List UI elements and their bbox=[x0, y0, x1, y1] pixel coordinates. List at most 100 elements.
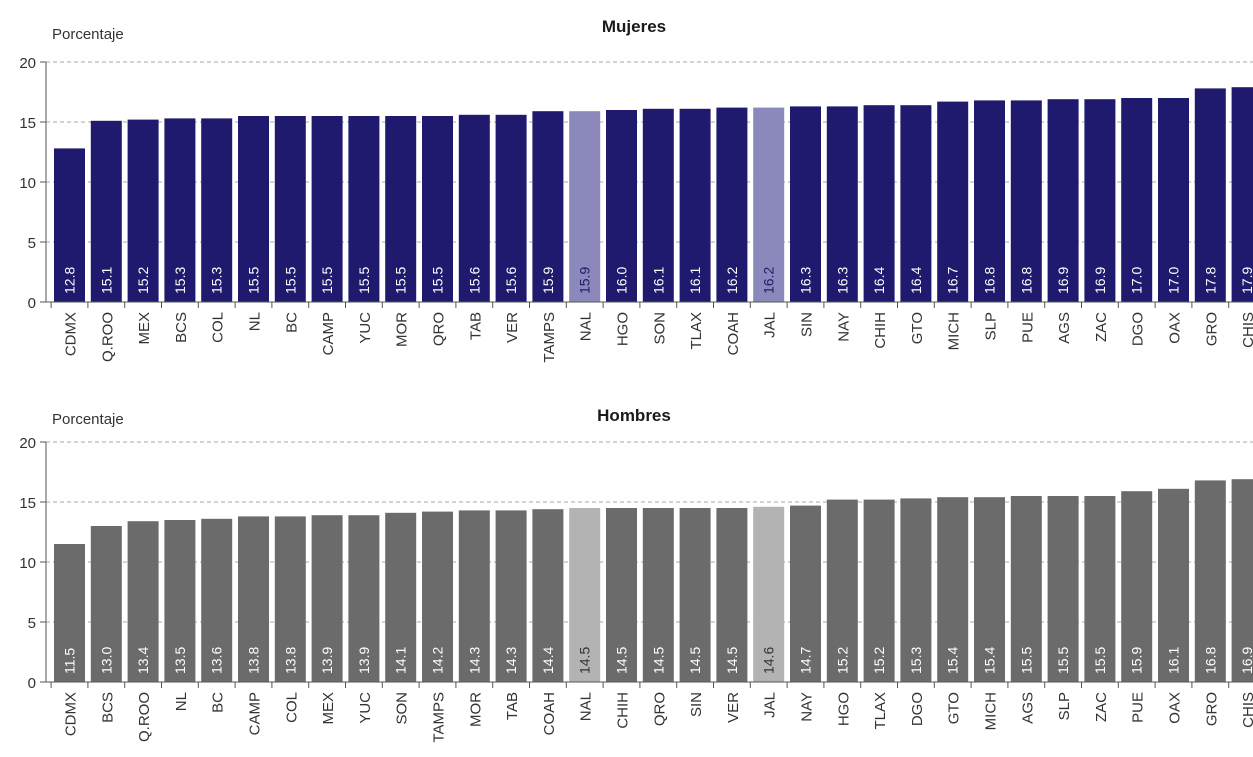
bar-jal bbox=[753, 107, 785, 302]
data-label: 17.9 bbox=[1239, 267, 1253, 294]
x-tick-label: SLP bbox=[983, 312, 1000, 340]
x-tick-label: CHIS bbox=[1240, 692, 1253, 728]
data-label: 15.9 bbox=[1129, 647, 1145, 674]
bar-zac bbox=[1084, 99, 1116, 302]
bar-oax bbox=[1158, 488, 1189, 682]
x-tick-label: OAX bbox=[1167, 692, 1184, 724]
bar-cdmx bbox=[54, 544, 85, 682]
data-label: 15.5 bbox=[356, 267, 372, 294]
x-tick-label: TAMPS bbox=[541, 312, 558, 363]
y-axis-label: Porcentaje bbox=[52, 26, 124, 43]
data-label: 15.5 bbox=[393, 267, 409, 294]
data-label: 15.6 bbox=[503, 267, 519, 294]
data-label: 13.8 bbox=[246, 647, 262, 674]
chart-panel-hombres: HombresPorcentaje0510152011.5CDMX13.0BCS… bbox=[19, 406, 1253, 743]
x-tick-label: MICH bbox=[983, 692, 1000, 730]
data-label: 15.5 bbox=[246, 267, 262, 294]
x-tick-label: YUC bbox=[357, 692, 374, 724]
x-tick-label: TLAX bbox=[688, 312, 705, 350]
x-tick-label: ZAC bbox=[1093, 692, 1110, 722]
x-tick-label: MOR bbox=[467, 692, 484, 727]
x-tick-label: NAL bbox=[578, 692, 595, 721]
data-label: 15.9 bbox=[577, 267, 593, 294]
bar-ver bbox=[495, 114, 527, 302]
bar-sin bbox=[790, 106, 821, 303]
x-tick-label: MEX bbox=[320, 692, 337, 725]
bar-ver bbox=[716, 508, 748, 682]
bar-qro bbox=[642, 508, 674, 682]
bar-col bbox=[201, 118, 233, 303]
data-label: 14.5 bbox=[724, 647, 740, 674]
y-axis-label: Porcentaje bbox=[52, 411, 124, 428]
data-label: 16.0 bbox=[614, 267, 630, 294]
y-tick-label: 10 bbox=[19, 175, 36, 192]
y-tick-label: 15 bbox=[19, 495, 36, 512]
x-tick-label: TAB bbox=[467, 312, 484, 340]
data-label: 16.7 bbox=[945, 267, 961, 294]
x-tick-label: NL bbox=[247, 312, 264, 331]
x-tick-label: GRO bbox=[1203, 692, 1220, 726]
bar-tlax bbox=[679, 108, 711, 302]
y-tick-label: 20 bbox=[19, 435, 36, 452]
y-tick-label: 10 bbox=[19, 555, 36, 572]
bar-tab bbox=[458, 114, 490, 302]
bar-zac bbox=[1084, 496, 1116, 682]
data-label: 16.8 bbox=[982, 267, 998, 294]
bar-coah bbox=[532, 509, 564, 682]
x-tick-label: YUC bbox=[357, 312, 374, 344]
x-tick-label: NAL bbox=[578, 312, 595, 341]
x-tick-label: COL bbox=[283, 692, 300, 723]
data-label: 15.4 bbox=[945, 647, 961, 674]
y-tick-label: 15 bbox=[19, 115, 36, 132]
x-tick-label: HGO bbox=[835, 692, 852, 726]
x-tick-label: CDMX bbox=[63, 312, 80, 356]
bar-chis bbox=[1231, 479, 1253, 682]
x-tick-label: COAH bbox=[725, 312, 742, 355]
bar-dgo bbox=[1121, 98, 1153, 302]
data-label: 13.5 bbox=[172, 647, 188, 674]
x-tick-label: AGS bbox=[1056, 312, 1073, 344]
data-label: 13.0 bbox=[98, 647, 114, 674]
bar-tamps bbox=[532, 111, 564, 302]
x-tick-label: BC bbox=[210, 692, 227, 713]
data-label: 16.1 bbox=[650, 267, 666, 294]
x-tick-label: COL bbox=[210, 312, 227, 343]
data-label: 16.3 bbox=[798, 267, 814, 294]
data-label: 15.3 bbox=[209, 267, 225, 294]
x-tick-label: CHIS bbox=[1240, 312, 1253, 348]
x-tick-label: TLAX bbox=[872, 692, 889, 730]
data-label: 13.8 bbox=[282, 647, 298, 674]
bar-chih bbox=[863, 105, 895, 302]
x-tick-label: SON bbox=[651, 312, 668, 345]
data-label: 16.9 bbox=[1092, 267, 1108, 294]
data-label: 15.2 bbox=[135, 267, 151, 294]
bar-gto bbox=[900, 105, 932, 302]
x-tick-label: CAMP bbox=[247, 692, 264, 735]
bar-slp bbox=[974, 100, 1005, 303]
bar-nay bbox=[826, 106, 858, 303]
bar-yuc bbox=[348, 515, 380, 682]
data-label: 11.5 bbox=[62, 648, 78, 674]
chart-panel-mujeres: Mujeres Porcentaje 0 5 10 15 20 12.8 CDMX 15.1 Q.R… bbox=[19, 17, 1253, 363]
x-tick-label: HGO bbox=[615, 312, 632, 346]
x-tick-label: DGO bbox=[909, 692, 926, 726]
data-label: 17.8 bbox=[1202, 267, 1218, 294]
data-label: 14.2 bbox=[430, 647, 446, 674]
bar-dgo bbox=[900, 498, 932, 682]
bar-nl bbox=[164, 520, 196, 682]
data-label: 14.6 bbox=[761, 647, 777, 674]
data-label: 15.9 bbox=[540, 267, 556, 294]
data-label: 16.1 bbox=[1166, 647, 1182, 674]
bar-q.roo bbox=[127, 521, 159, 682]
data-label: 14.3 bbox=[466, 647, 482, 674]
x-tick-label: SON bbox=[394, 692, 411, 725]
bar-mich bbox=[937, 101, 969, 302]
data-label: 15.3 bbox=[172, 267, 188, 294]
data-label: 15.5 bbox=[1055, 647, 1071, 674]
chart-title: Mujeres bbox=[602, 17, 666, 36]
x-tick-label: BCS bbox=[99, 692, 116, 723]
bar-pue bbox=[1121, 491, 1153, 682]
x-tick-label: GTO bbox=[909, 312, 926, 344]
bar-slp bbox=[1047, 496, 1079, 682]
